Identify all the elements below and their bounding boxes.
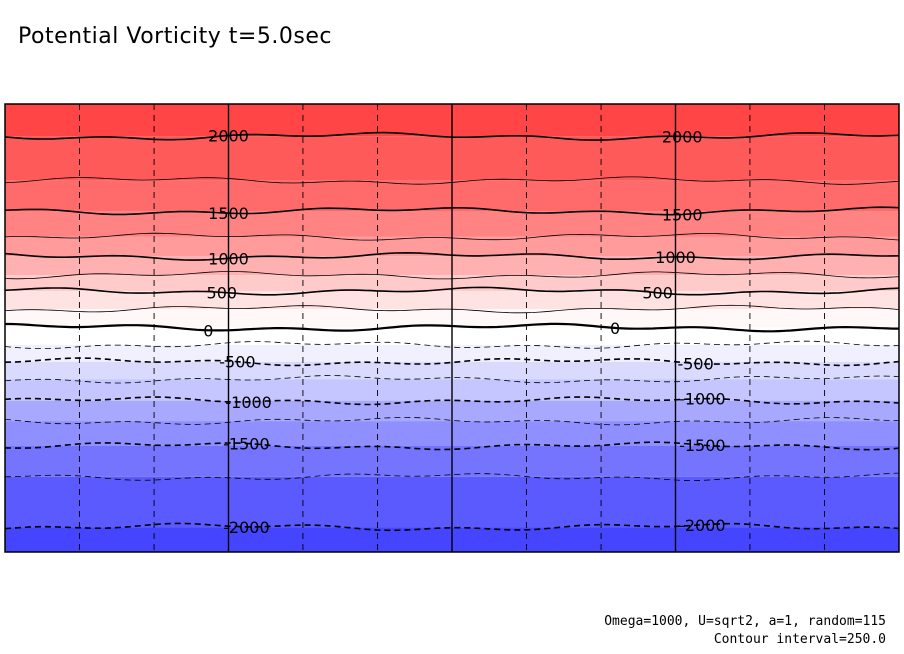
contour-label: -1500 xyxy=(223,434,270,453)
contour-label: -500 xyxy=(219,353,255,372)
contour-line xyxy=(4,286,900,296)
contour-label: 1000 xyxy=(655,248,696,267)
contour-label: 2000 xyxy=(662,127,703,146)
contour-label: 0 xyxy=(610,319,620,338)
contour-interval-note: Contour interval=250.0 xyxy=(713,632,886,647)
contour-label: -1500 xyxy=(679,436,726,455)
contour-line xyxy=(5,322,899,333)
contour-line xyxy=(4,304,900,314)
contour-label: 0 xyxy=(203,321,213,340)
contour-label: -2000 xyxy=(223,518,270,537)
contour-label: 1500 xyxy=(208,204,249,223)
parameters-note: Omega=1000, U=sqrt2, a=1, random=115 xyxy=(604,614,886,629)
contour-line xyxy=(4,176,900,185)
contour-label: -1000 xyxy=(225,393,272,412)
contour-lines xyxy=(4,131,900,532)
contour-label: 1000 xyxy=(208,249,249,268)
contour-label: -500 xyxy=(677,354,713,373)
contour-label: 500 xyxy=(207,283,238,302)
contour-labels: 2000 2000 1500 1500 1000 1000 500 500 0 0 -500 -500… xyxy=(203,127,725,537)
plot-frame xyxy=(4,103,900,553)
chart-title: Potential Vorticity t=5.0sec xyxy=(18,24,332,49)
contour-label: -1000 xyxy=(679,390,726,409)
contour-line xyxy=(4,271,900,280)
contour-label: 1500 xyxy=(662,205,703,224)
contour-line xyxy=(4,251,900,261)
contour-line xyxy=(4,131,900,141)
contour-label: -2000 xyxy=(679,516,726,535)
contour-label: 500 xyxy=(642,284,673,303)
contour-line xyxy=(4,232,900,241)
contour-label: 2000 xyxy=(208,127,249,146)
contour-line xyxy=(4,206,900,216)
